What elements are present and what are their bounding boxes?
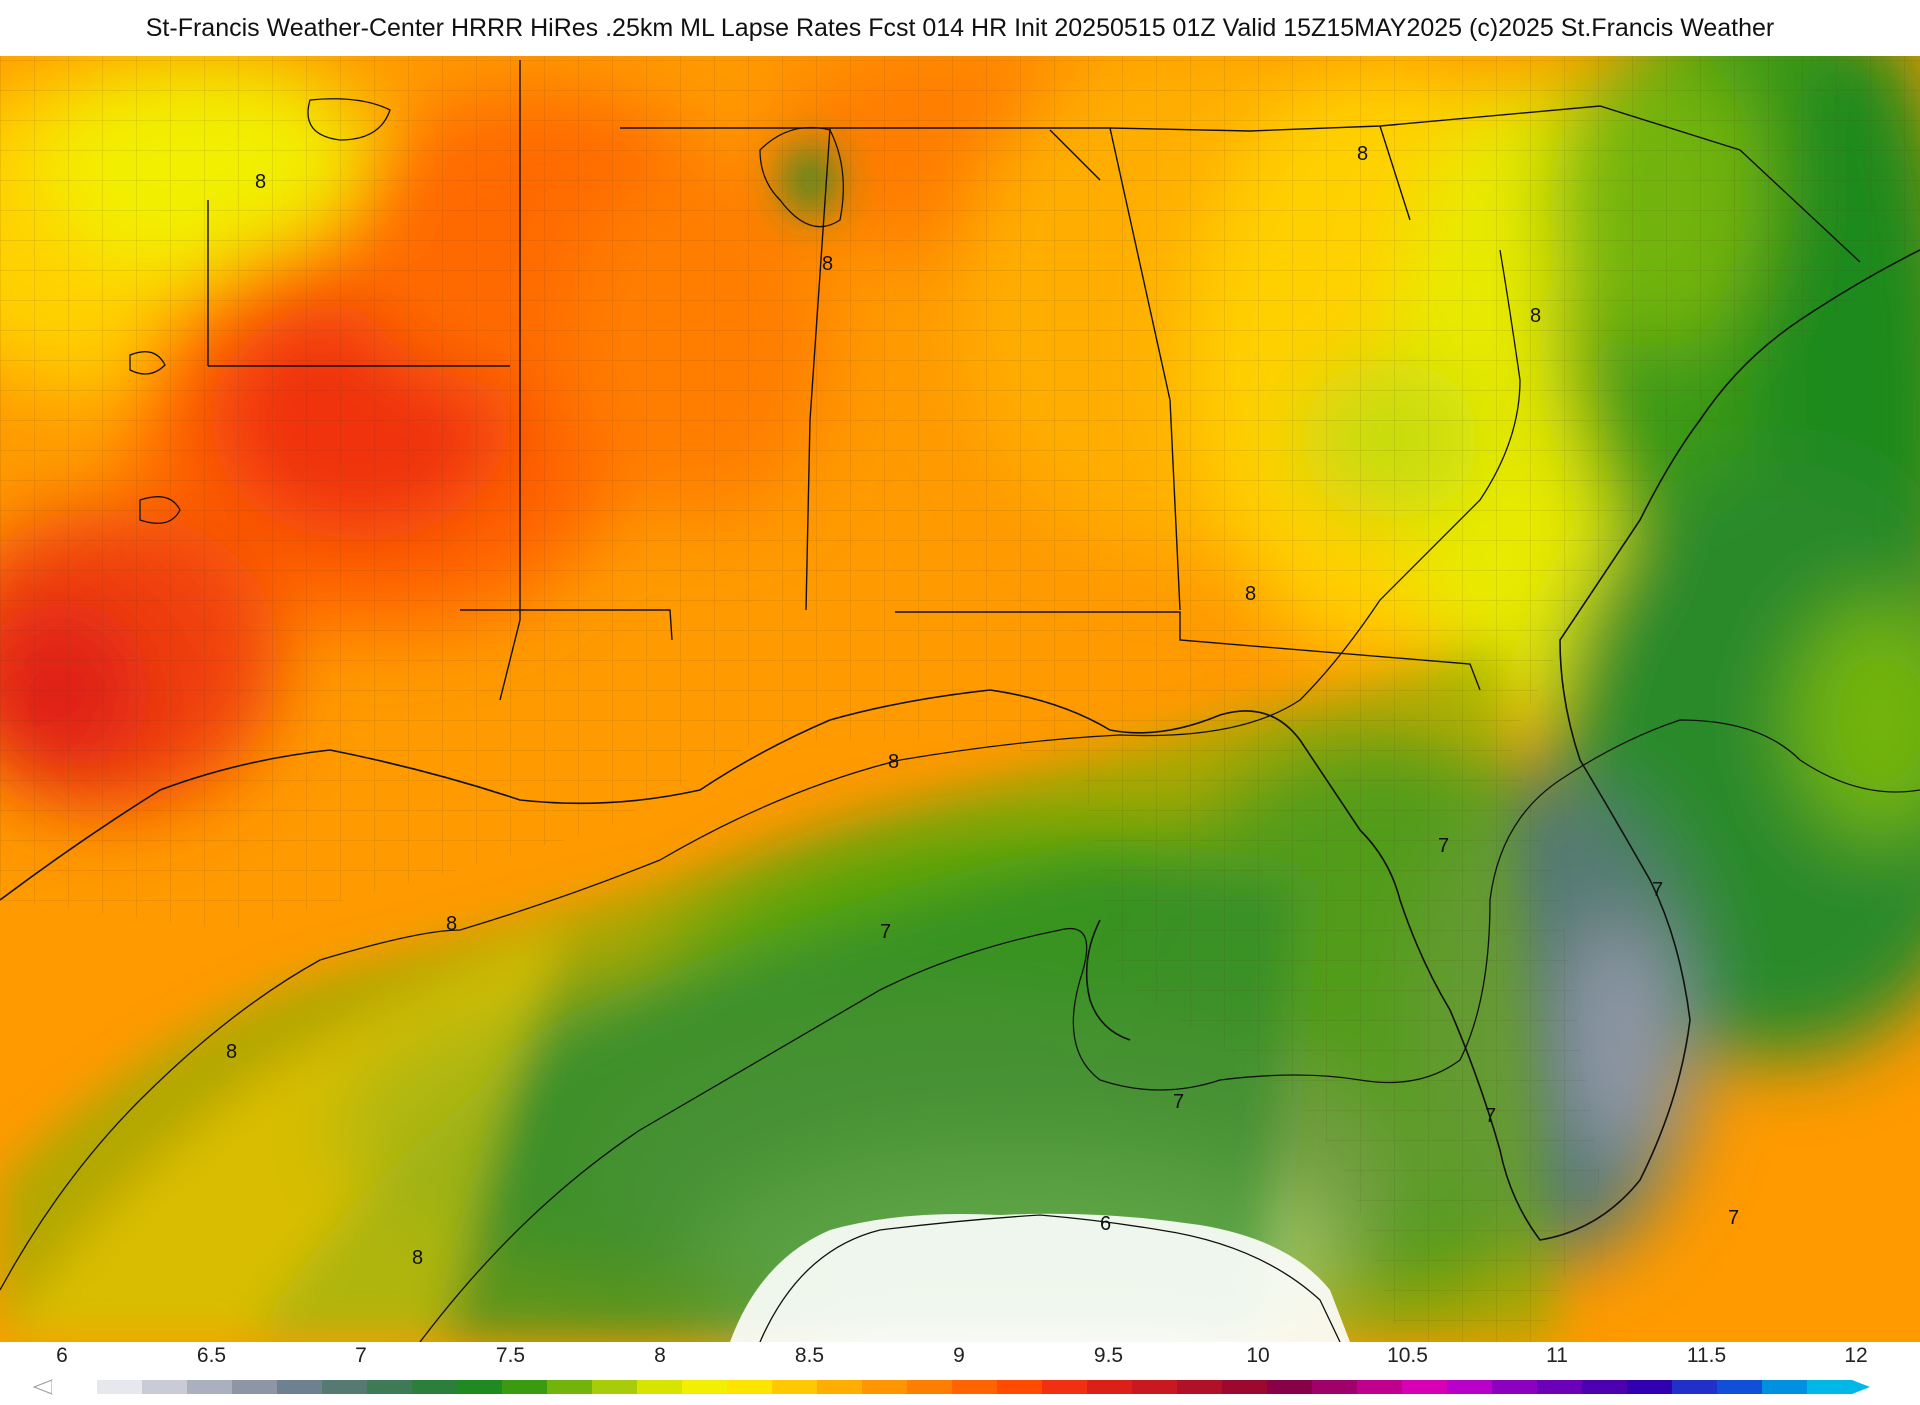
scale-swatch [862, 1380, 908, 1394]
scale-tick-label: 11.5 [1686, 1344, 1727, 1367]
scale-swatch [907, 1380, 953, 1394]
scale-tick-label: 11 [1546, 1344, 1568, 1367]
scale-swatch [1357, 1380, 1403, 1394]
scale-arrow-right [1852, 1380, 1870, 1394]
scale-swatch [142, 1380, 188, 1394]
scale-swatch [367, 1380, 413, 1394]
contour-label: 8 [1357, 143, 1368, 165]
contour-label: 7 [1173, 1091, 1184, 1113]
contour-label: 8 [226, 1041, 237, 1063]
scale-swatch [1132, 1380, 1178, 1394]
scale-swatch [1087, 1380, 1133, 1394]
map-title: St-Francis Weather-Center HRRR HiRes .25… [145, 14, 1775, 42]
scale-swatch [277, 1380, 323, 1394]
scale-swatch [772, 1380, 818, 1394]
scale-swatch [1447, 1380, 1493, 1394]
scale-swatch [1582, 1380, 1628, 1394]
contour-lines [0, 98, 1920, 1342]
scale-swatch [727, 1380, 773, 1394]
contour-label: 7 [1485, 1105, 1496, 1127]
contour-label: 7 [1728, 1207, 1739, 1229]
scale-swatch [637, 1380, 683, 1394]
scale-tick-label: 6 [56, 1344, 68, 1367]
scale-tick-label: 9.5 [1093, 1344, 1124, 1367]
scale-swatch [1807, 1380, 1853, 1394]
scale-swatch [52, 1380, 98, 1394]
scale-swatch [1312, 1380, 1358, 1394]
color-scale [0, 1342, 1920, 1400]
scale-swatch [1222, 1380, 1268, 1394]
scale-swatch [1177, 1380, 1223, 1394]
scale-swatch [952, 1380, 998, 1394]
scale-swatch [1267, 1380, 1313, 1394]
contour-label-group: 8 8 8 8 8 8 8 8 7 7 7 7 7 7 6 8 [226, 143, 1739, 1269]
scale-swatch [1402, 1380, 1448, 1394]
scale-tick-label: 8.5 [794, 1344, 825, 1367]
scale-tick-label: 7.5 [495, 1344, 526, 1367]
scale-swatch [412, 1380, 458, 1394]
scale-swatch [592, 1380, 638, 1394]
scale-swatch [1627, 1380, 1673, 1394]
contour-label: 8 [1245, 583, 1256, 605]
scale-tick-label: 6.5 [196, 1344, 227, 1367]
scale-tick-label: 12 [1844, 1344, 1868, 1367]
contour-label: 8 [1530, 305, 1541, 327]
scale-swatch [187, 1380, 233, 1394]
scale-tick-label: 9 [953, 1344, 965, 1367]
contour-label: 7 [1652, 879, 1663, 901]
contour-label: 6 [1100, 1213, 1111, 1235]
scale-swatch [682, 1380, 728, 1394]
scale-arrow-left [32, 1379, 53, 1395]
scale-swatch [502, 1380, 548, 1394]
contour-label: 8 [446, 913, 457, 935]
scale-swatch [1762, 1380, 1808, 1394]
scale-swatch [817, 1380, 863, 1394]
scale-swatch [232, 1380, 278, 1394]
scale-swatch [1492, 1380, 1538, 1394]
county-grid [0, 56, 1920, 1342]
coastlines [0, 249, 1920, 1241]
gulf-min-area [730, 1213, 1350, 1342]
contour-label: 7 [880, 921, 891, 943]
scale-tick-label: 10 [1246, 1344, 1270, 1367]
scale-swatch [97, 1380, 143, 1394]
contour-label: 8 [412, 1247, 423, 1269]
scale-tick-label: 8 [654, 1344, 666, 1367]
scale-swatch [547, 1380, 593, 1394]
scale-swatch [1717, 1380, 1763, 1394]
state-borders [207, 60, 1861, 701]
scale-swatch [1042, 1380, 1088, 1394]
scale-swatch [322, 1380, 368, 1394]
scale-swatch [457, 1380, 503, 1394]
color-scale-bar [32, 1379, 1870, 1395]
scale-swatch [1672, 1380, 1718, 1394]
contour-label: 8 [888, 751, 899, 773]
contour-label: 8 [255, 171, 266, 193]
contour-label: 7 [1438, 835, 1449, 857]
contour-label: 8 [822, 253, 833, 275]
scale-tick-label: 7 [355, 1344, 367, 1367]
lapse-rate-map: 8 8 8 8 8 8 8 8 7 7 7 7 7 7 6 8 [0, 56, 1920, 1342]
scale-swatch [1537, 1380, 1583, 1394]
scale-tick-label: 10.5 [1387, 1344, 1428, 1367]
scale-swatch [997, 1380, 1043, 1394]
